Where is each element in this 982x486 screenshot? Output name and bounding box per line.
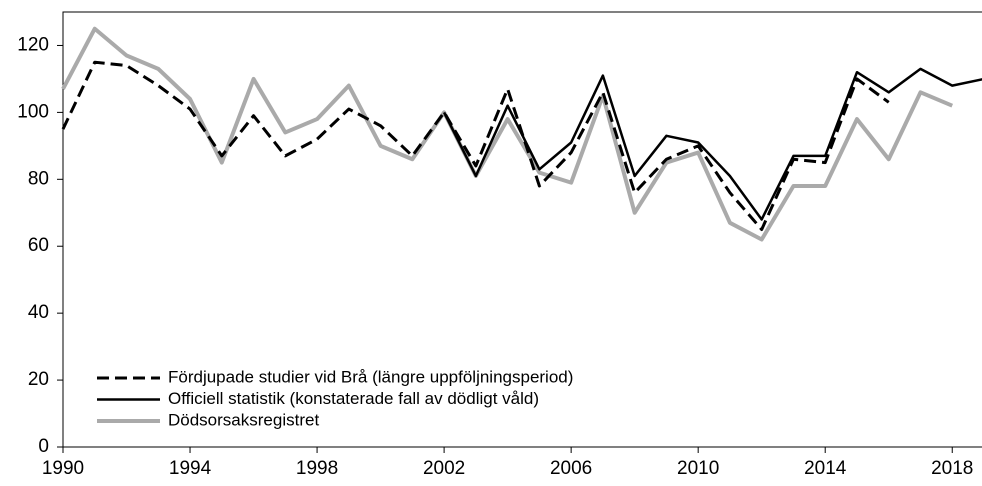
y-tick-label: 20 bbox=[28, 369, 49, 390]
x-tick-label: 2018 bbox=[931, 458, 973, 479]
legend-label: Officiell statistik (konstaterade fall a… bbox=[168, 389, 539, 408]
y-tick-label: 40 bbox=[28, 302, 49, 323]
series-line bbox=[61, 60, 890, 231]
legend-label: Dödsorsaksregistret bbox=[168, 410, 319, 429]
y-tick-label: 120 bbox=[17, 34, 49, 55]
series-line bbox=[442, 67, 982, 221]
y-tick-label: 80 bbox=[28, 168, 49, 189]
y-tick-label: 0 bbox=[38, 436, 49, 457]
x-tick-label: 2006 bbox=[550, 458, 592, 479]
plot-frame bbox=[62, 11, 982, 448]
x-tick-label: 2014 bbox=[804, 458, 847, 479]
y-tick-label: 60 bbox=[28, 235, 49, 256]
legend-label: Fördjupade studier vid Brå (längre uppfö… bbox=[168, 367, 573, 386]
series-line bbox=[61, 26, 954, 242]
x-tick-label: 1990 bbox=[42, 458, 84, 479]
x-tick-label: 1998 bbox=[296, 458, 338, 479]
x-tick-label: 2002 bbox=[423, 458, 465, 479]
x-tick-label: 2010 bbox=[677, 458, 719, 479]
x-tick-label: 1994 bbox=[169, 458, 212, 479]
y-tick-label: 100 bbox=[17, 101, 49, 122]
